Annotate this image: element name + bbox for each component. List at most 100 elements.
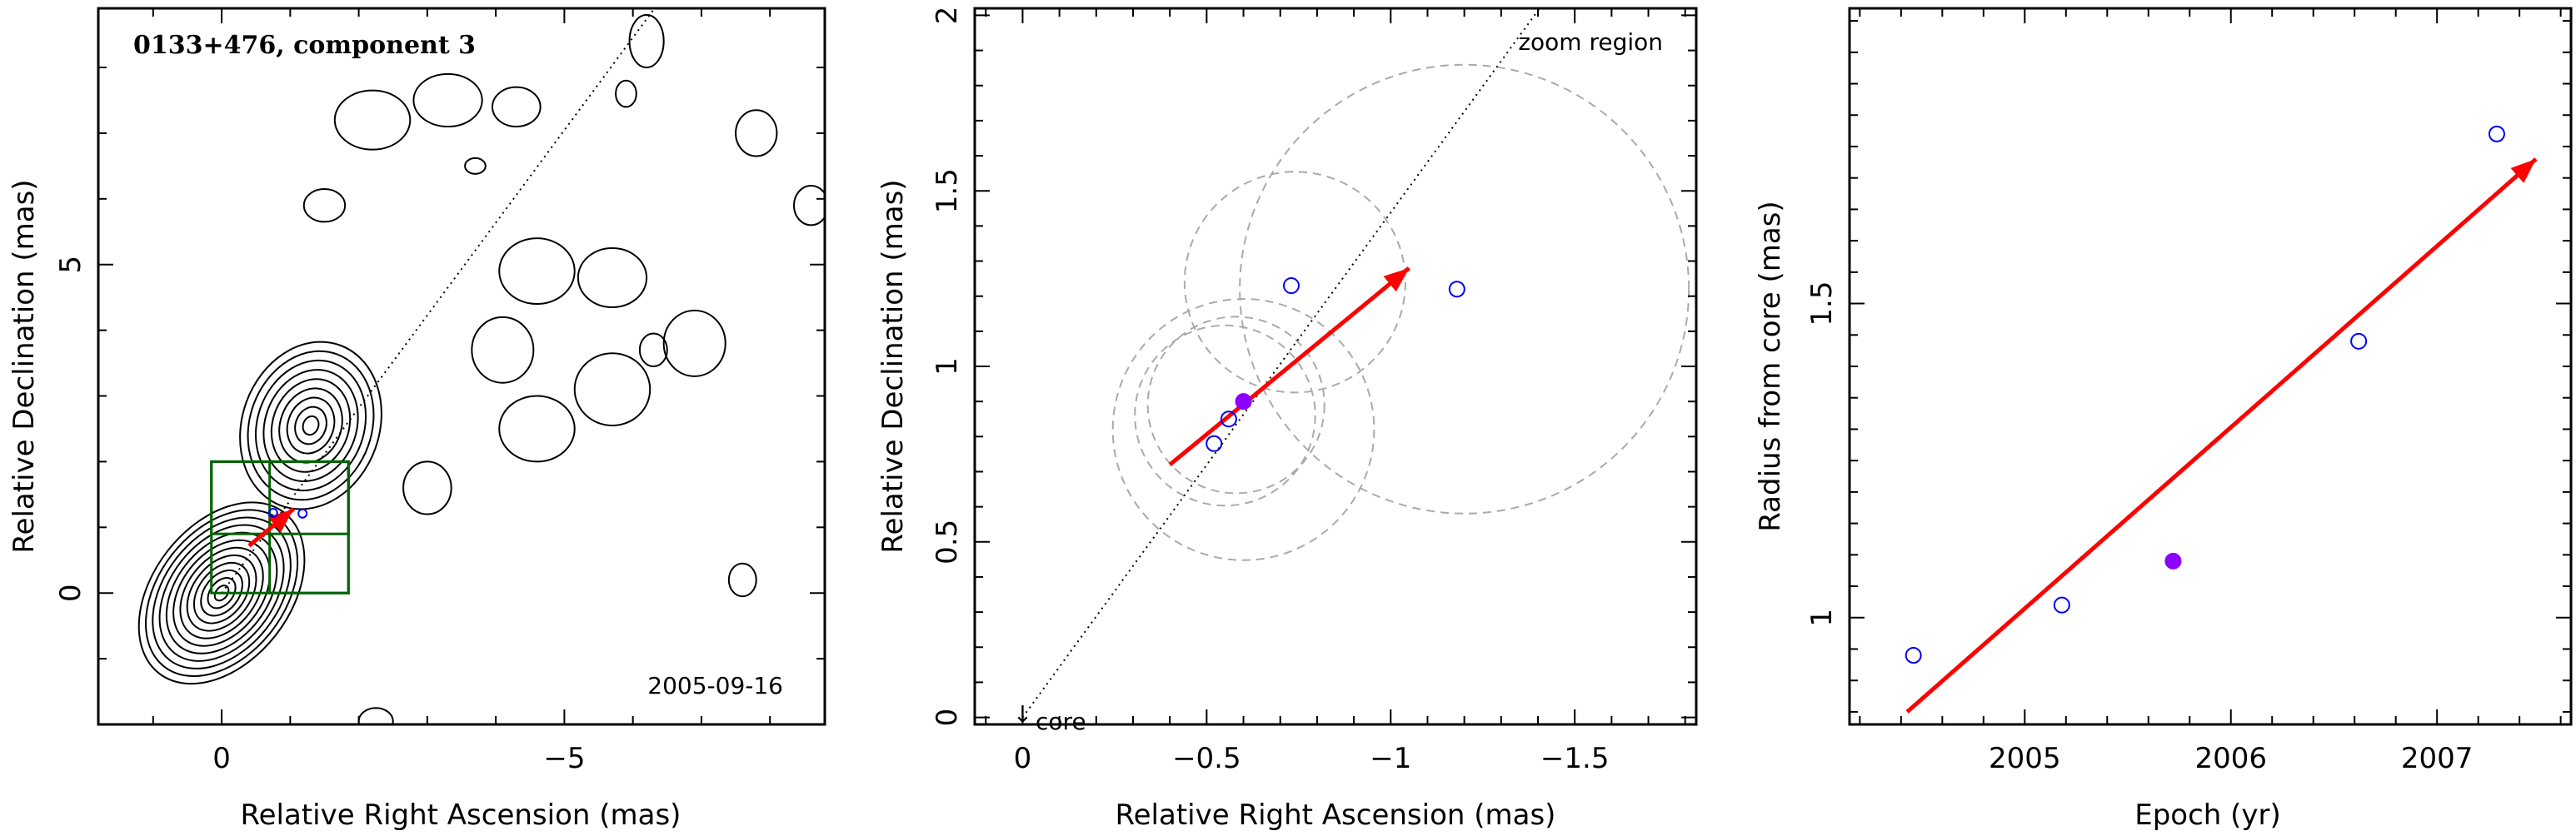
core-contour xyxy=(172,539,272,647)
jet-axis-line xyxy=(1021,8,1541,719)
contour-blob xyxy=(638,332,668,368)
current-epoch-point xyxy=(1235,393,1252,411)
epoch-point xyxy=(2488,125,2505,142)
x-tick-label: −5 xyxy=(543,742,585,775)
jet-contour xyxy=(239,341,382,510)
component-size-circle xyxy=(1239,63,1690,515)
contour-blob xyxy=(615,79,637,108)
y-tick-label: 1.5 xyxy=(931,168,964,213)
contour-blob xyxy=(498,237,576,306)
radius-plot xyxy=(1905,125,2538,714)
y-tick-label: 5 xyxy=(54,256,87,274)
contour-blob xyxy=(727,562,757,598)
jet-contour xyxy=(262,369,359,482)
y-axis-label: Relative Declination (mas) xyxy=(876,179,910,553)
contour-blob xyxy=(662,309,726,377)
contour-blob xyxy=(302,187,347,223)
y-tick-label: 1.5 xyxy=(1805,281,1839,326)
jet-contour xyxy=(278,387,343,464)
epoch-point xyxy=(1905,647,1922,664)
core-contour xyxy=(192,561,251,625)
y-tick-label: 1 xyxy=(931,357,964,376)
x-tick-label: 0 xyxy=(1014,742,1032,775)
contour-blob xyxy=(498,395,576,463)
component-point xyxy=(267,507,278,518)
trend-arrow xyxy=(1905,157,2538,714)
y-tick-label: 0 xyxy=(931,709,964,727)
x-tick-label: −1 xyxy=(1370,742,1411,775)
jet-axis-line xyxy=(221,8,656,594)
contour-blob xyxy=(492,86,542,128)
contour-plot xyxy=(137,13,825,724)
jet-contour xyxy=(286,396,336,455)
motion-arrow xyxy=(1168,266,1410,466)
jet-contour xyxy=(302,415,320,436)
component-size-circle xyxy=(1111,298,1375,561)
contour-blob xyxy=(464,157,487,175)
plot-frame xyxy=(1848,7,2573,726)
epoch-point xyxy=(1282,277,1300,295)
x-tick-label: 2005 xyxy=(1989,742,2061,775)
core-contour xyxy=(179,546,264,639)
component-size-circle xyxy=(1134,324,1316,507)
x-tick-label: 2006 xyxy=(2194,742,2267,775)
epoch-point xyxy=(1220,411,1237,428)
y-tick-label: 0.5 xyxy=(931,520,964,565)
axis-ticks: 0 −5 0 5 xyxy=(54,8,825,775)
jet-contour xyxy=(254,359,367,492)
core-contour xyxy=(186,554,257,632)
overlay-layer xyxy=(210,8,656,595)
jet-contour xyxy=(247,350,375,501)
contour-blob xyxy=(333,89,412,151)
trend-arrow-head xyxy=(2510,159,2536,183)
x-tick-label: −1.5 xyxy=(1540,742,1610,775)
axis-ticks: 0 −0.5 −1 −1.5 0 0.5 1 1.5 2 xyxy=(931,7,1696,775)
x-axis-label: Relative Right Ascension (mas) xyxy=(241,799,681,832)
plot-frame xyxy=(97,7,826,726)
panel-radius-vs-epoch: 2005 2006 2007 1 1.5 Epoch (yr) Radius from … xyxy=(1754,7,2573,832)
motion-arrow-head xyxy=(1383,267,1410,292)
y-tick-label: 1 xyxy=(1805,609,1839,627)
panel-zoom-region: ↓ 0 −0.5 −1 −1.500.511.52 zoom region core … xyxy=(876,7,1698,832)
contour-blob xyxy=(471,316,535,384)
current-epoch-point xyxy=(2164,552,2182,570)
y-axis-label: Radius from core (mas) xyxy=(1754,201,1787,531)
chart-title: 0133+476, component 3 xyxy=(133,31,476,60)
jet-contour xyxy=(294,406,327,445)
contour-blob xyxy=(412,72,483,128)
date-label: 2005-09-16 xyxy=(647,672,783,699)
contour-blob xyxy=(573,352,651,427)
y-axis-label: Relative Declination (mas) xyxy=(7,179,41,553)
core-contour xyxy=(165,531,278,654)
epoch-point xyxy=(1206,435,1223,452)
core-contour xyxy=(213,585,230,602)
component-size-circle xyxy=(1146,316,1325,495)
y-tick-label: 2 xyxy=(931,7,964,25)
component-point xyxy=(297,508,308,519)
y-tick-label: 0 xyxy=(54,584,87,602)
x-tick-label: −0.5 xyxy=(1172,742,1241,775)
contour-blob xyxy=(357,707,394,724)
x-axis-label: Epoch (yr) xyxy=(2134,799,2281,832)
core-label: core xyxy=(1036,708,1086,735)
epoch-point xyxy=(1448,281,1465,298)
zoom-plot: ↓ xyxy=(1013,8,1690,724)
contour-blob xyxy=(735,109,778,157)
x-tick-label: 2007 xyxy=(2401,742,2474,775)
core-contour xyxy=(200,569,243,617)
plot-frame xyxy=(973,7,1698,726)
contour-blob xyxy=(577,246,648,308)
core-contour xyxy=(207,577,237,610)
epoch-point xyxy=(2053,596,2070,614)
motion-arrow-head xyxy=(267,509,294,533)
x-tick-label: 0 xyxy=(212,742,231,775)
jet-contour xyxy=(270,378,352,473)
epoch-point xyxy=(2350,332,2368,350)
zoom-region-label: zoom region xyxy=(1518,28,1663,56)
component-size-circle xyxy=(1183,171,1406,394)
contour-blob xyxy=(792,185,825,226)
axis-ticks: 2005 2006 2007 1 1.5 xyxy=(1805,8,2571,775)
x-axis-label: Relative Right Ascension (mas) xyxy=(1116,799,1556,832)
panel-contour-map: 0 −5 0 5 0133+476, component 3 2005-09-16 R… xyxy=(7,7,826,832)
